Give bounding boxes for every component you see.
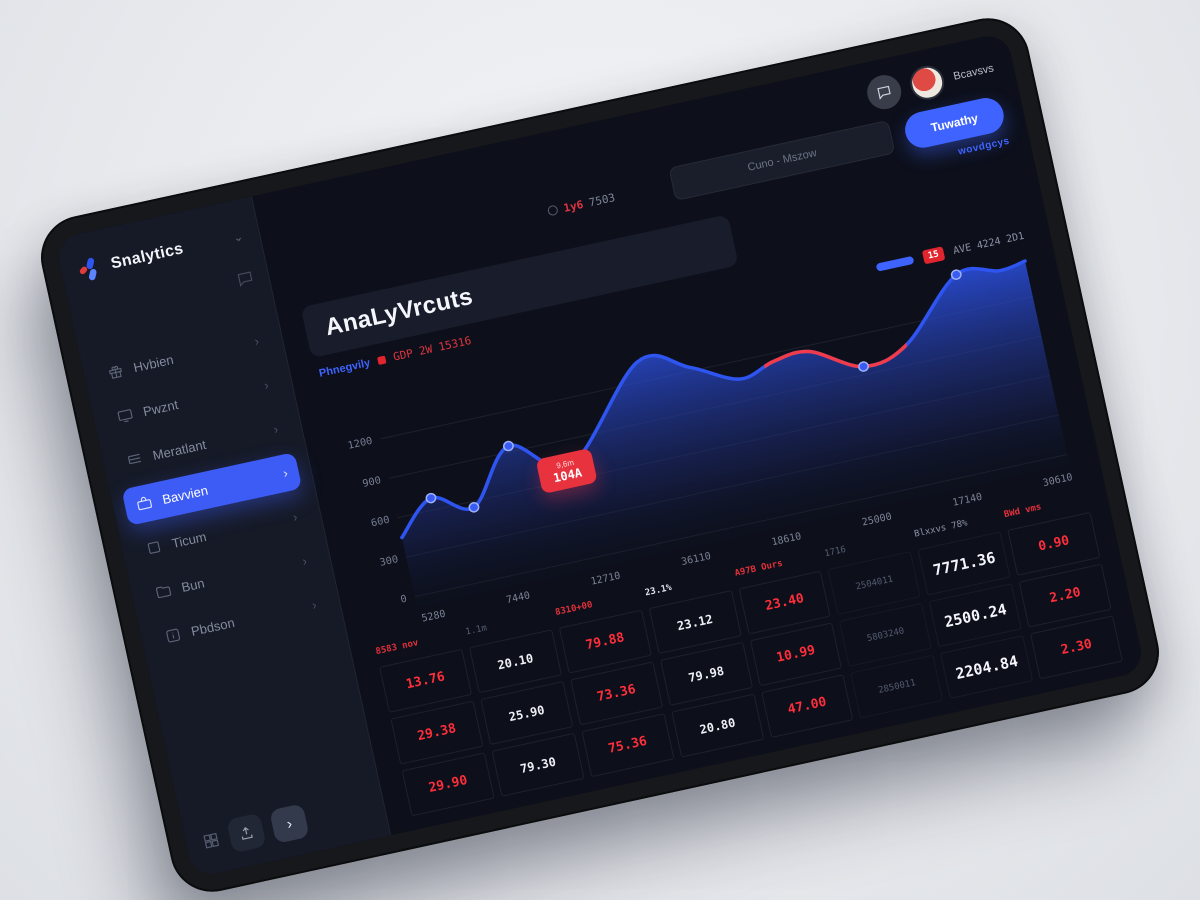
chart-section: 15 AVE 4224 2D1 1200 900 600 300 0 9,6m 104A…: [317, 228, 1083, 636]
sidebar-item-hvbien[interactable]: Hvbien ›: [93, 320, 274, 394]
tablet-device: Snalytics ⌄ Hvbien › Pwznt › Meratlant › Bavvi…: [33, 10, 1167, 900]
chat-bubble-icon[interactable]: [235, 268, 256, 289]
monitor-icon: [115, 406, 135, 426]
x-tick-label: 30610: [1041, 471, 1074, 490]
svg-text:300: 300: [379, 554, 400, 569]
logo: Snalytics ⌄: [60, 220, 262, 288]
chat-bubble-icon: [877, 85, 891, 100]
logo-icon: [79, 257, 97, 281]
status-value-gray: 7503: [587, 190, 617, 209]
x-tick-label: 17140: [951, 491, 984, 509]
chevron-right-icon: ›: [272, 421, 280, 437]
sidebar-item-bavvien[interactable]: Bavvien ›: [121, 452, 303, 526]
sidebar-item-meratlant[interactable]: Meratlant ›: [112, 408, 293, 482]
sidebar-item-label: Pbdson: [189, 614, 236, 639]
chevron-right-icon: ›: [291, 509, 299, 525]
chevron-down-icon[interactable]: ⌄: [231, 229, 245, 245]
sidebar-item-ticum[interactable]: Ticum ›: [131, 496, 312, 570]
user-name: Bcavsvs: [952, 62, 995, 83]
messages-button[interactable]: [864, 71, 905, 113]
table-cell: 2850011: [850, 654, 944, 719]
upload-button[interactable]: [226, 812, 267, 854]
table-cell: 47.00: [760, 674, 854, 739]
x-tick-label: 36110: [680, 550, 712, 569]
chevron-right-icon: ›: [281, 465, 290, 481]
x-tick-label: 12710: [589, 570, 622, 588]
sidebar-footer: ›: [199, 803, 310, 859]
analytics-chart[interactable]: 1200 900 600 300 0: [321, 245, 1080, 621]
sidebar-menu: Hvbien › Pwznt › Meratlant › Bavvien › Ticum › Bun…: [81, 318, 343, 661]
sidebar-item-pbdson[interactable]: Pbdson ›: [150, 584, 331, 658]
sidebar-item-label: Bavvien: [160, 482, 210, 508]
sidebar-item-label: Ticum: [170, 528, 208, 552]
top-bar: Bcavsvs: [278, 50, 997, 242]
app-name: Snalytics: [109, 240, 186, 273]
sidebar-item-label: Bun: [180, 575, 206, 595]
chevron-right-icon: ›: [285, 814, 294, 833]
status-dot-icon: [546, 204, 559, 217]
sidebar-item-pwznt[interactable]: Pwznt ›: [102, 364, 283, 438]
chevron-right-icon: ›: [262, 377, 270, 393]
square-icon: [144, 538, 164, 558]
sidebar-item-label: Meratlant: [151, 436, 208, 464]
svg-text:600: 600: [370, 515, 391, 530]
table-cell: 75.36: [581, 713, 675, 778]
table-cell: 79.30: [491, 732, 585, 797]
svg-text:0: 0: [400, 594, 408, 606]
x-tick-label: 5280: [420, 608, 447, 625]
expand-button[interactable]: ›: [269, 803, 310, 844]
avatar[interactable]: [907, 62, 948, 103]
x-tick-label: 25000: [861, 511, 893, 529]
svg-text:900: 900: [362, 475, 383, 490]
briefcase-icon: [134, 494, 154, 514]
chevron-right-icon: ›: [252, 333, 261, 349]
table-cell: 2.30: [1030, 615, 1123, 680]
chevron-right-icon: ›: [310, 597, 318, 613]
series-swatch: [875, 255, 915, 272]
folder-icon: [153, 581, 173, 601]
chevron-right-icon: ›: [300, 553, 309, 569]
table-cell: 29.90: [401, 752, 495, 817]
sidebar-item-label: Pwznt: [141, 396, 180, 420]
red-dot-icon: [376, 355, 387, 365]
sidebar: Snalytics ⌄ Hvbien › Pwznt › Meratlant › Bavvi…: [54, 196, 392, 879]
upload-icon: [241, 826, 253, 840]
main-content: Bcavsvs 1y6 7503 Tuwathy wovdgcys AnaLyV…: [252, 32, 1146, 835]
dashboard-screen: Snalytics ⌄ Hvbien › Pwznt › Meratlant › Bavvi…: [54, 31, 1146, 879]
info-icon: [163, 625, 183, 645]
svg-text:1200: 1200: [347, 436, 374, 452]
x-tick-label: 7440: [505, 590, 532, 607]
legend-badge: 15: [921, 246, 946, 265]
x-tick-label: 18610: [770, 531, 803, 549]
grid-icon[interactable]: [201, 830, 222, 851]
table-cell: 2204.84: [940, 634, 1034, 699]
see-more-link[interactable]: wovdgcys: [957, 135, 1011, 158]
sidebar-item-bun[interactable]: Bun ›: [141, 540, 322, 614]
table-cell: 20.80: [670, 693, 764, 758]
status-value-red: 1y6: [562, 197, 585, 215]
list-icon: [125, 450, 145, 470]
sidebar-item-label: Hvbien: [132, 351, 175, 376]
gift-icon: [106, 362, 126, 382]
